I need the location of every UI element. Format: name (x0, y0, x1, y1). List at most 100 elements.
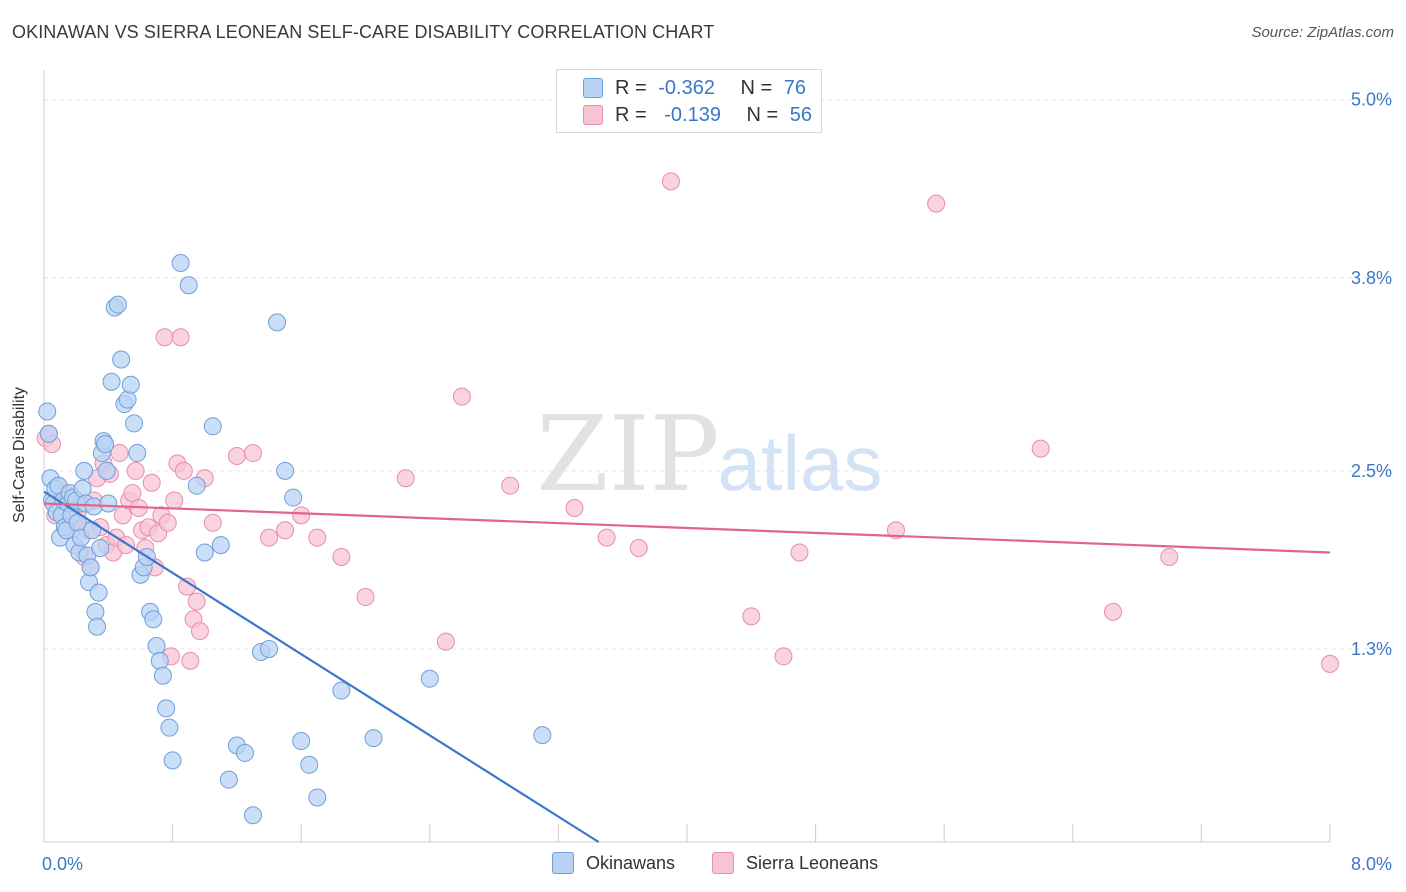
legend-r-label: R = (615, 76, 647, 99)
okinawan-point (73, 479, 92, 498)
source-credit: Source: ZipAtlas.com (1251, 24, 1394, 41)
okinawan-point (276, 461, 295, 480)
y-tick-label: 1.3% (1351, 639, 1392, 659)
watermark-zip: ZIP (536, 393, 719, 515)
okinawan-point (187, 476, 206, 495)
y-tick-label: 2.5% (1351, 461, 1392, 481)
sierra-leonean-point (501, 476, 520, 495)
legend-n-label: N = (740, 76, 773, 99)
x-tick-label: 0.0% (42, 854, 83, 874)
y-axis-title: Self-Care Disability (11, 386, 28, 524)
okinawan-point (128, 444, 147, 463)
y-tick-label: 5.0% (1351, 90, 1392, 110)
legend-item-sierra-leoneans: Sierra Leoneans (712, 852, 878, 874)
okinawan-point (97, 461, 116, 480)
okinawan-point (332, 681, 351, 700)
zipatlas-watermark: ZIP atlas (536, 393, 882, 515)
okinawan-point (171, 254, 190, 272)
okinawan-point (75, 461, 94, 480)
sierra-leonean-point (790, 543, 809, 562)
sierra-leonean-point (597, 528, 616, 547)
sierra-leonean-point (927, 194, 946, 213)
sierra-leonean-point (1321, 654, 1339, 673)
legend-label-okinawans: Okinawans (586, 852, 676, 873)
okinawan-point (91, 539, 110, 558)
okinawan-point (83, 521, 102, 540)
sierra-leonean-point (356, 588, 375, 607)
okinawan-point (211, 536, 230, 555)
okinawan-point (364, 729, 383, 748)
okinawan-point (243, 806, 262, 825)
sierra-leonean-point (308, 528, 327, 547)
legend-label-sierra-leoneans: Sierra Leoneans (746, 852, 879, 873)
sierra-leonean-point (452, 387, 471, 406)
watermark-atlas: atlas (718, 419, 883, 507)
okinawan-point (108, 295, 127, 314)
chart-title: OKINAWAN VS SIERRA LEONEAN SELF-CARE DIS… (12, 22, 715, 42)
okinawan-point (292, 732, 311, 751)
sierra-leonean-point (292, 506, 311, 525)
sierra-leonean-point (227, 447, 246, 465)
sierra-leonean-point (142, 473, 161, 492)
okinawan-trend-line (43, 490, 600, 843)
sierra-leonean-point (243, 444, 262, 463)
trend-lines (43, 490, 1331, 843)
okinawan-point (260, 640, 279, 658)
x-axis-tick-labels: 0.0% 8.0% (42, 854, 1392, 874)
okinawan-point (86, 602, 105, 621)
okinawan-point (99, 494, 118, 513)
correlation-legend: R = -0.362 N = 76 R = -0.139 N = 56 (556, 69, 822, 133)
sierra-leonean-point (203, 513, 222, 532)
okinawan-point (163, 751, 182, 770)
y-tick-label: 3.8% (1351, 268, 1392, 288)
legend-n-label: N = (746, 103, 779, 126)
legend-n-value: 76 (783, 76, 807, 99)
sierra-leonean-point (1160, 547, 1179, 566)
sierra-leonean-point (276, 521, 295, 540)
sierra-leonean-point (187, 592, 206, 611)
sierra-leonean-point (661, 172, 680, 191)
okinawan-point (235, 743, 254, 762)
okinawan-point (420, 669, 439, 688)
okinawan-point (88, 617, 107, 636)
sierra-leonean-point (165, 491, 184, 510)
sierra-leonean-point (629, 539, 648, 558)
okinawan-point (203, 417, 222, 436)
okinawan-point (150, 651, 169, 670)
sierra-leonean-point (190, 622, 209, 641)
legend-r-label: R = (615, 103, 647, 126)
sierra-leonean-trend-line (43, 502, 1331, 554)
legend-swatch-pink (583, 105, 603, 125)
sierra-leonean-point (774, 647, 793, 666)
sierra-leonean-point (123, 484, 142, 503)
sierra-leonean-point (332, 547, 351, 566)
sierra-leonean-point (174, 461, 193, 480)
sierra-leonean-point (396, 469, 415, 488)
okinawan-point (121, 375, 140, 394)
legend-swatch-blue (552, 852, 574, 874)
okinawan-point (300, 755, 319, 774)
legend-r-value: -0.362 (658, 76, 715, 99)
legend-n-value: 56 (789, 103, 813, 126)
y-axis-tick-labels: 1.3% 2.5% 3.8% 5.0% (1351, 90, 1392, 659)
okinawan-point (118, 390, 137, 409)
sierra-leonean-point (260, 528, 279, 547)
okinawan-point (284, 488, 303, 507)
legend-r-value: -0.139 (664, 103, 721, 126)
sierra-leonean-point (1031, 439, 1050, 458)
okinawan-point (308, 788, 327, 807)
okinawan-point (219, 770, 238, 789)
legend-swatch-pink (712, 852, 734, 874)
okinawan-point (160, 718, 179, 737)
sierra-leonean-point (126, 461, 145, 480)
sierra-leonean-point (155, 328, 174, 347)
okinawan-point (179, 276, 198, 295)
okinawan-point (38, 402, 57, 421)
sierra-leonean-point (181, 651, 200, 670)
sierra-leonean-point (158, 513, 177, 532)
okinawan-point (102, 372, 121, 391)
okinawan-point (39, 424, 58, 443)
okinawan-point (112, 350, 131, 369)
sierra-leonean-point (565, 498, 584, 517)
